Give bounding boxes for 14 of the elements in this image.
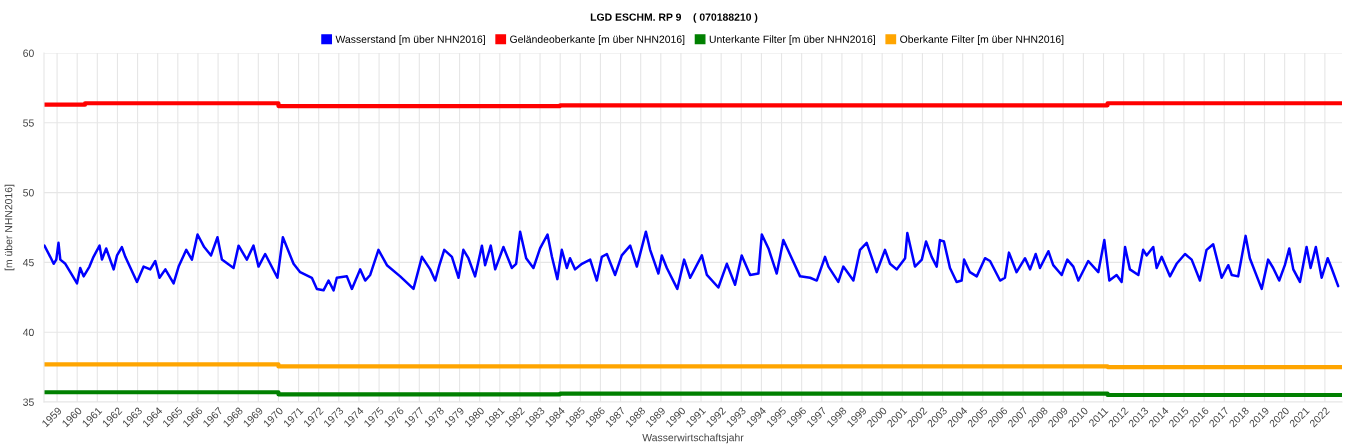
chart-title: LGD ESCHM. RP 9 ( 070188210 ) bbox=[590, 13, 758, 23]
legend-label: Wasserstand [m über NHN2016] bbox=[335, 35, 485, 46]
y-tick-label: 40 bbox=[22, 328, 34, 337]
y-axis-title: [m über NHN2016] bbox=[4, 184, 15, 271]
y-tick-label: 45 bbox=[22, 259, 34, 267]
x-axis-title: Wasserwirtschaftsjahr bbox=[642, 433, 744, 444]
legend-label: Geländeoberkante [m über NHN2016] bbox=[510, 35, 685, 46]
y-tick-label: 50 bbox=[23, 189, 34, 197]
line-series bbox=[44, 230, 1340, 292]
y-tick-label: 55 bbox=[23, 119, 34, 127]
y-tick-label: 60 bbox=[23, 49, 34, 57]
y-tick-label: 35 bbox=[23, 398, 34, 406]
legend-label: Unterkante Filter [m über NHN2016] bbox=[709, 35, 875, 46]
legend-label: Oberkante Filter [m über NHN2016] bbox=[900, 35, 1064, 46]
